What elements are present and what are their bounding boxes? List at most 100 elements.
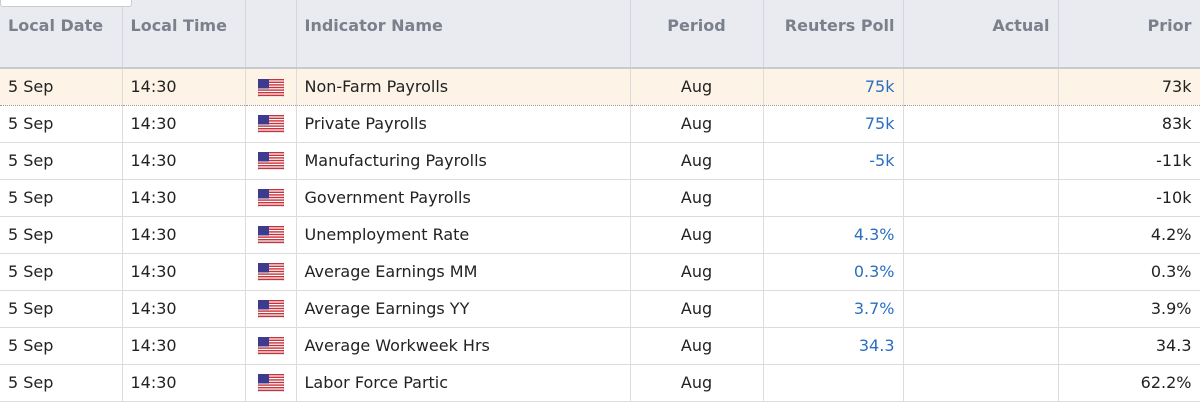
- actual-cell: [903, 364, 1059, 402]
- flag-cell: [245, 142, 297, 180]
- time-cell: 14:30: [122, 364, 246, 402]
- time-cell: 14:30: [122, 142, 246, 180]
- date-cell: 5 Sep: [0, 364, 123, 402]
- data-row: 5 Sep 14:30 Labor Force Partic Aug 62.2%: [0, 364, 1200, 402]
- poll-cell: 75k: [763, 105, 904, 143]
- date-cell: 5 Sep: [0, 290, 123, 328]
- time-cell: 14:30: [122, 179, 246, 217]
- column-header: Period: [630, 0, 764, 69]
- flag-cell: [245, 216, 297, 254]
- us-flag: [257, 115, 284, 134]
- prior-cell: 34.3: [1058, 327, 1200, 365]
- header-row: Local Date Local Time Indicator Name Period…: [0, 0, 1200, 69]
- data-row: 5 Sep 14:30 Average Workweek Hrs Aug 34.3 34.…: [0, 327, 1200, 365]
- date-cell: 5 Sep: [0, 216, 123, 254]
- name-cell: Average Earnings YY: [296, 290, 631, 328]
- prior-cell: 3.9%: [1058, 290, 1200, 328]
- period-cell: Aug: [630, 179, 764, 217]
- name-cell: Average Earnings MM: [296, 253, 631, 291]
- period-cell: Aug: [630, 105, 764, 143]
- flag-cell: [245, 327, 297, 365]
- data-row: 5 Sep 14:30 Manufacturing Payrolls Aug -5k -1…: [0, 142, 1200, 180]
- period-cell: Aug: [630, 67, 764, 106]
- us-flag: [257, 374, 284, 393]
- name-cell: Unemployment Rate: [296, 216, 631, 254]
- column-header: Reuters Poll: [763, 0, 904, 69]
- column-header: Prior: [1058, 0, 1200, 69]
- poll-cell: 4.3%: [763, 216, 904, 254]
- data-row: 5 Sep 14:30 Government Payrolls Aug -10k: [0, 179, 1200, 217]
- actual-cell: [903, 253, 1059, 291]
- prior-cell: 0.3%: [1058, 253, 1200, 291]
- name-cell: Labor Force Partic: [296, 364, 631, 402]
- name-cell: Private Payrolls: [296, 105, 631, 143]
- column-header: Indicator Name: [296, 0, 631, 69]
- flag-cell: [245, 179, 297, 217]
- data-row: 5 Sep 14:30 Private Payrolls Aug 75k 83k: [0, 105, 1200, 143]
- prior-cell: 4.2%: [1058, 216, 1200, 254]
- date-cell: 5 Sep: [0, 67, 123, 106]
- us-flag: [257, 152, 284, 171]
- period-cell: Aug: [630, 216, 764, 254]
- actual-cell: [903, 179, 1059, 217]
- actual-cell: [903, 327, 1059, 365]
- flag-cell: [245, 364, 297, 402]
- us-flag: [257, 189, 284, 208]
- data-row: 5 Sep 14:30 Average Earnings MM Aug 0.3% 0.3%: [0, 253, 1200, 291]
- time-cell: 14:30: [122, 105, 246, 143]
- prior-cell: -10k: [1058, 179, 1200, 217]
- date-cell: 5 Sep: [0, 253, 123, 291]
- period-cell: Aug: [630, 253, 764, 291]
- data-row: 5 Sep 14:30 Non-Farm Payrolls Aug 75k 73k: [0, 67, 1200, 106]
- date-cell: 5 Sep: [0, 179, 123, 217]
- time-cell: 14:30: [122, 327, 246, 365]
- time-cell: 14:30: [122, 290, 246, 328]
- poll-cell: [763, 364, 904, 402]
- period-cell: Aug: [630, 290, 764, 328]
- prior-cell: 62.2%: [1058, 364, 1200, 402]
- name-cell: Manufacturing Payrolls: [296, 142, 631, 180]
- actual-cell: [903, 216, 1059, 254]
- poll-cell: [763, 179, 904, 217]
- date-cell: 5 Sep: [0, 105, 123, 143]
- data-row: 5 Sep 14:30 Unemployment Rate Aug 4.3% 4.2%: [0, 216, 1200, 254]
- prior-cell: 73k: [1058, 67, 1200, 106]
- us-flag: [257, 226, 284, 245]
- actual-cell: [903, 105, 1059, 143]
- actual-cell: [903, 290, 1059, 328]
- date-cell: 5 Sep: [0, 327, 123, 365]
- table-body: 5 Sep 14:30 Non-Farm Payrolls Aug 75k 73k 5 Se…: [0, 67, 1200, 402]
- time-cell: 14:30: [122, 253, 246, 291]
- us-flag: [257, 78, 284, 97]
- time-cell: 14:30: [122, 67, 246, 106]
- column-header: Local Date: [0, 0, 123, 69]
- poll-cell: 75k: [763, 67, 904, 106]
- flag-cell: [245, 253, 297, 291]
- name-cell: Average Workweek Hrs: [296, 327, 631, 365]
- flag-cell: [245, 105, 297, 143]
- prior-cell: 83k: [1058, 105, 1200, 143]
- poll-cell: -5k: [763, 142, 904, 180]
- column-header: Local Time: [122, 0, 246, 69]
- name-cell: Government Payrolls: [296, 179, 631, 217]
- actual-cell: [903, 67, 1059, 106]
- flag-cell: [245, 67, 297, 106]
- period-cell: Aug: [630, 327, 764, 365]
- prior-cell: -11k: [1058, 142, 1200, 180]
- flag-cell: [245, 290, 297, 328]
- poll-cell: 3.7%: [763, 290, 904, 328]
- data-row: 5 Sep 14:30 Average Earnings YY Aug 3.7% 3.9%: [0, 290, 1200, 328]
- us-flag: [257, 337, 284, 356]
- poll-cell: 34.3: [763, 327, 904, 365]
- period-cell: Aug: [630, 364, 764, 402]
- poll-cell: 0.3%: [763, 253, 904, 291]
- date-cell: 5 Sep: [0, 142, 123, 180]
- us-flag: [257, 300, 284, 319]
- name-cell: Non-Farm Payrolls: [296, 67, 631, 106]
- period-cell: Aug: [630, 142, 764, 180]
- column-header: Actual: [903, 0, 1059, 69]
- us-flag: [257, 263, 284, 282]
- tab[interactable]: [0, 0, 132, 7]
